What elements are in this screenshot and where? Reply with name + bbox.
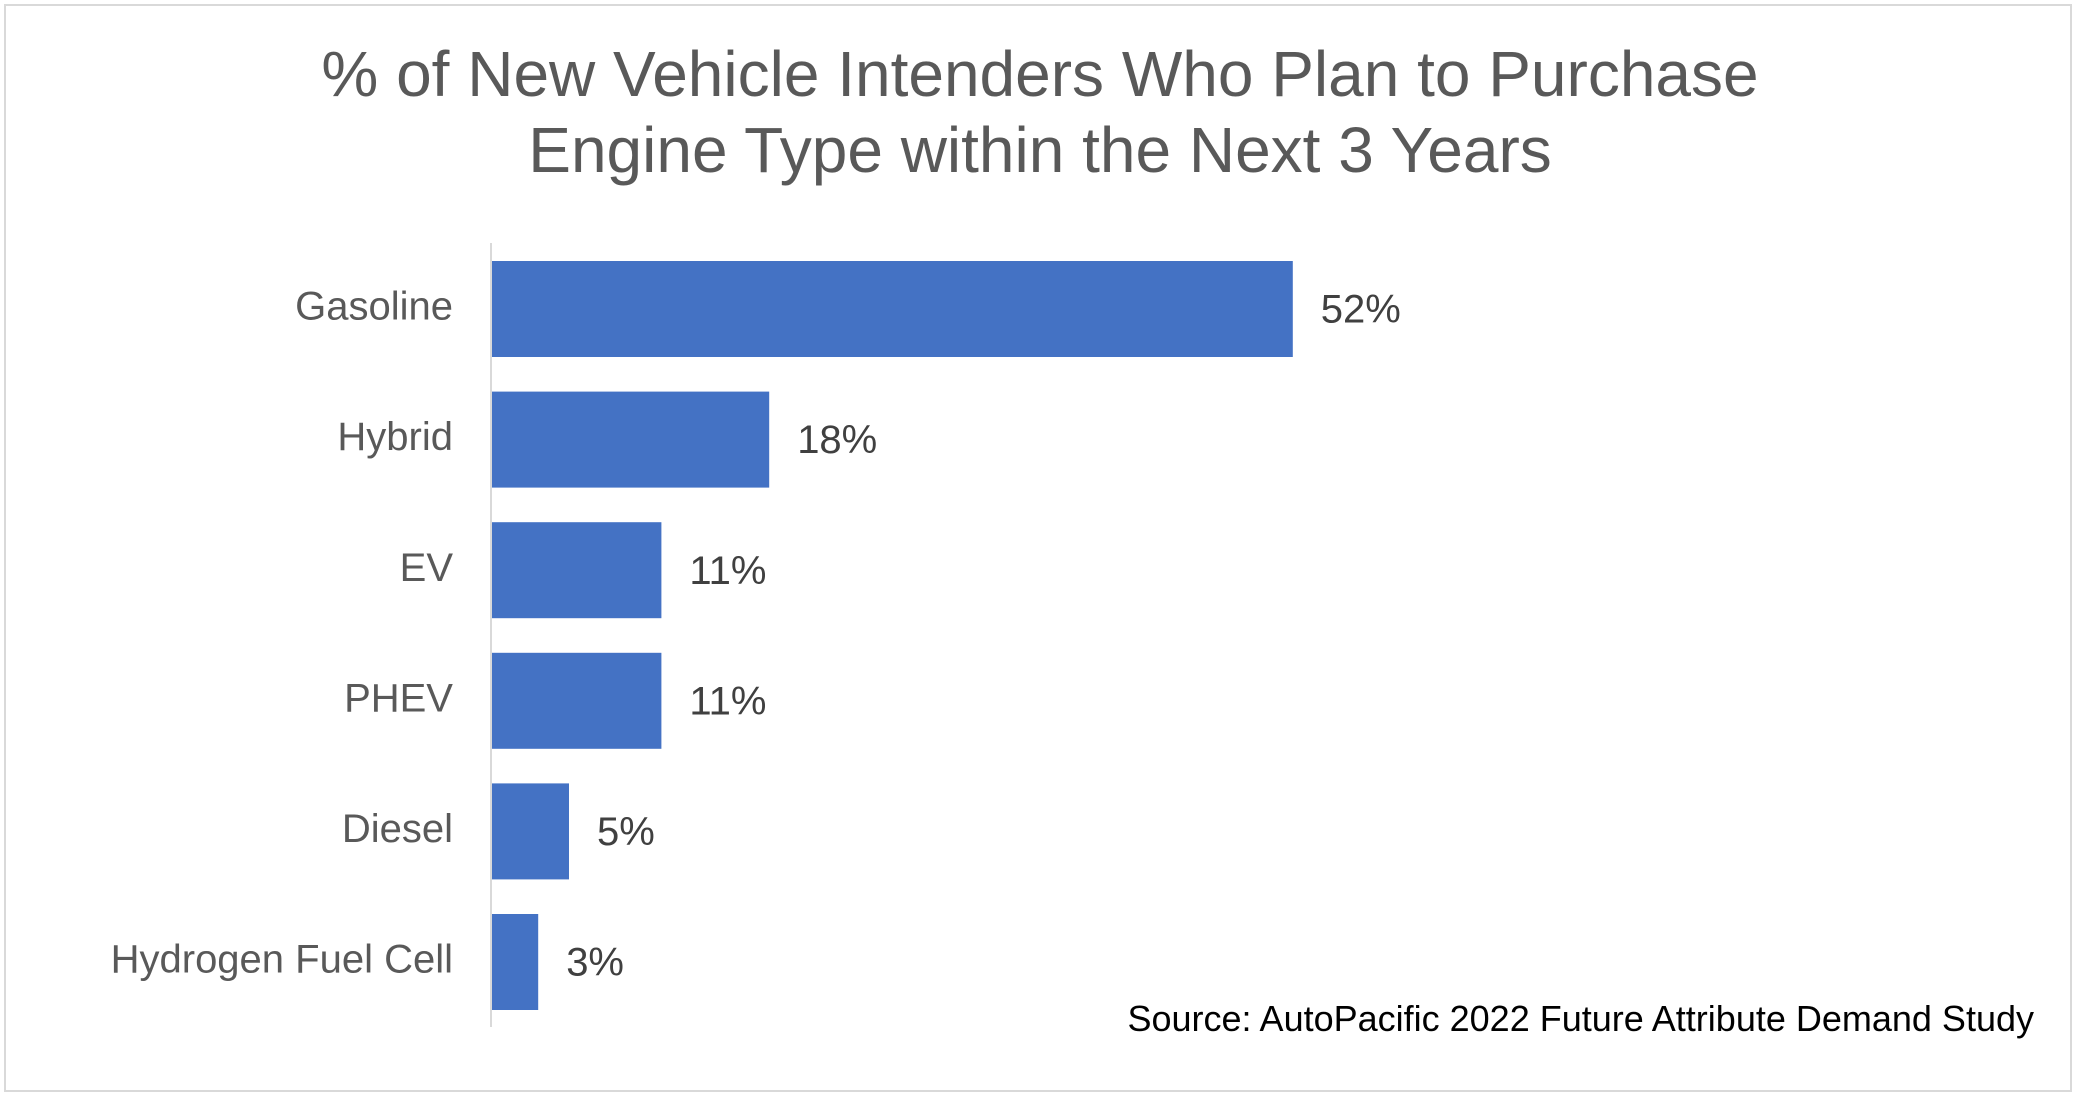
- bar-hydrogen-fuel-cell: [492, 914, 539, 1010]
- category-label: Hybrid: [337, 415, 453, 459]
- data-label: 5%: [597, 810, 655, 854]
- chart-title-line-1: % of New Vehicle Intenders Who Plan to P…: [321, 38, 1759, 110]
- source-note: Source: AutoPacific 2022 Future Attribut…: [1127, 998, 2034, 1039]
- data-label: 3%: [566, 941, 624, 985]
- bar-phev: [492, 652, 662, 749]
- data-label: 11%: [689, 679, 766, 723]
- chart-frame: [4, 4, 2072, 1092]
- bar-hybrid: [492, 391, 770, 488]
- data-label: 52%: [1321, 288, 1401, 332]
- data-label: 18%: [797, 418, 877, 462]
- bar-gasoline: [492, 261, 1293, 357]
- category-label: PHEV: [344, 676, 453, 720]
- category-label: Gasoline: [295, 285, 453, 329]
- category-label: Diesel: [342, 807, 453, 851]
- chart-title-line-2: Engine Type within the Next 3 Years: [528, 114, 1552, 186]
- chart-title: % of New Vehicle Intenders Who Plan to P…: [0, 36, 2080, 188]
- category-label: Hydrogen Fuel Cell: [111, 938, 453, 982]
- bar-diesel: [492, 783, 569, 880]
- data-label: 11%: [689, 549, 766, 593]
- category-label: EV: [400, 546, 454, 590]
- bar-ev: [492, 522, 662, 619]
